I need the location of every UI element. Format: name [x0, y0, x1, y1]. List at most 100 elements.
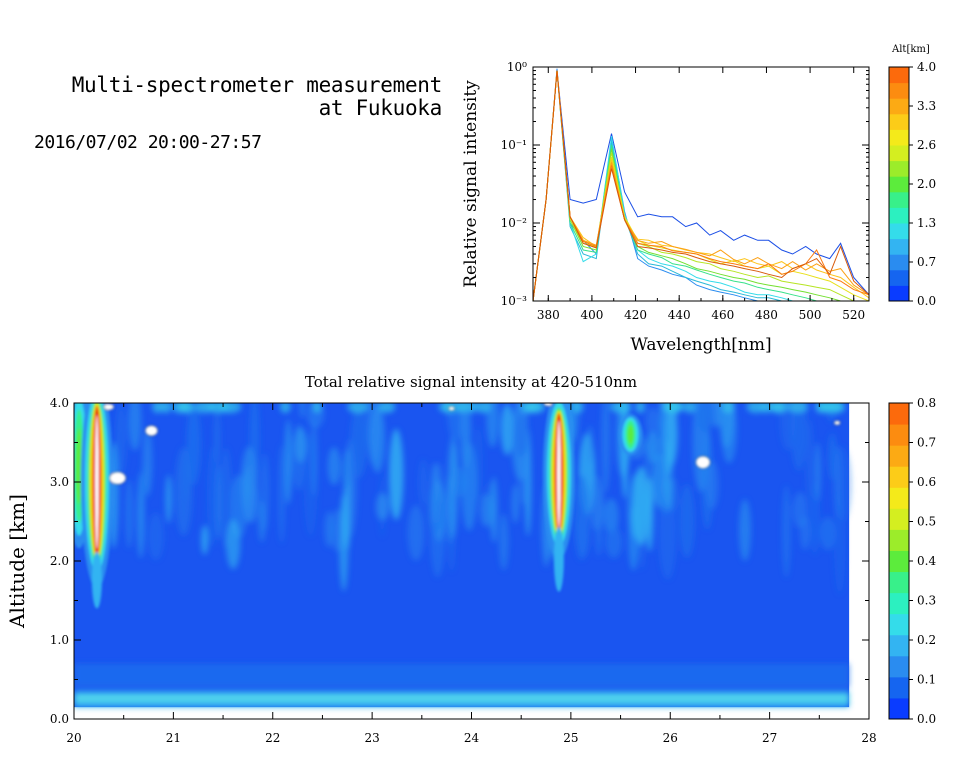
- altitude-colorbar-tick-label-1: 0.7: [917, 255, 936, 269]
- upper-streak: [739, 499, 751, 561]
- upper-streak: [486, 403, 499, 448]
- feature-2-layer-6: [557, 420, 561, 528]
- altitude-colorbar-swatch-2: [889, 254, 909, 271]
- title-block: Multi-spectrometer measurement at Fukuok…: [12, 74, 442, 154]
- intensity-colorbar-tick-label-0: 0.0: [917, 712, 936, 726]
- altitude-colorbar-tick-label-6: 4.0: [917, 60, 936, 74]
- intensity-colorbar-swatch-11: [889, 466, 909, 488]
- spectrum-xlabel: Wavelength[nm]: [630, 335, 771, 355]
- intensity-colorbar-tick-label-5: 0.5: [917, 515, 936, 529]
- spectrum-series-10: [533, 70, 869, 301]
- altitude-colorbar-swatch-13: [889, 82, 909, 99]
- heatmap-xtick-label-5: 25: [563, 731, 578, 745]
- heatmap-field: [74, 403, 852, 708]
- upper-streak: [214, 410, 221, 466]
- altitude-colorbar-label: Alt[km]: [891, 44, 930, 55]
- spectrum-xtick-label-7: 520: [842, 308, 865, 322]
- saturated-blob-6: [833, 420, 841, 426]
- top-streak: [772, 403, 784, 413]
- heatmap-ytick-label-4: 4.0: [50, 396, 69, 410]
- intensity-colorbar-swatch-4: [889, 613, 909, 636]
- upper-streak: [645, 407, 660, 437]
- upper-streak: [588, 475, 605, 531]
- altitude-colorbar-swatch-9: [889, 145, 909, 162]
- upper-streak: [587, 425, 594, 465]
- altitude-colorbar: Alt[km] 0.0 0.7 1.3 2.0 2.6 3.3 4.0: [888, 44, 936, 308]
- top-streak: [312, 403, 322, 413]
- upper-streak: [407, 505, 425, 561]
- upper-streak: [514, 414, 529, 458]
- upper-streak: [341, 453, 350, 489]
- upper-streak: [299, 403, 306, 419]
- spectrum-series-0: [533, 70, 869, 301]
- intensity-colorbar-tick-label-6: 0.6: [917, 475, 936, 489]
- spectrum-xtick-label-3: 440: [668, 308, 691, 322]
- altitude-colorbar-swatch-10: [889, 129, 909, 146]
- intensity-colorbar-swatch-13: [889, 424, 909, 446]
- upper-streak: [447, 435, 459, 539]
- top-streak: [829, 403, 846, 413]
- top-streak: [818, 403, 831, 413]
- top-streak: [279, 403, 291, 413]
- intensity-colorbar-tick-label-2: 0.2: [917, 633, 936, 647]
- intensity-colorbar-tick-label-7: 0.7: [917, 436, 936, 450]
- top-streak: [177, 403, 195, 413]
- upper-streak: [805, 419, 814, 502]
- altitude-colorbar-ticks: 0.0 0.7 1.3 2.0 2.6 3.3 4.0: [909, 60, 936, 308]
- altitude-colorbar-swatch-7: [889, 176, 909, 193]
- heatmap-features: [74, 403, 841, 609]
- intensity-colorbar: 0.0 0.1 0.2 0.3 0.4 0.5 0.6 0.7 0.8: [888, 396, 936, 726]
- altitude-colorbar-swatch-1: [889, 269, 909, 286]
- upper-streak: [418, 459, 428, 507]
- upper-streak: [603, 498, 619, 535]
- spectrum-ytick-label-3: 10⁰: [507, 60, 527, 74]
- spectrum-series-4: [533, 70, 869, 301]
- spectrum-ytick-label-0: 10⁻³: [501, 294, 528, 308]
- upper-streak: [500, 403, 514, 456]
- spectrum-series-3: [533, 70, 869, 301]
- altitude-colorbar-tick-label-4: 2.6: [917, 138, 936, 152]
- spectrum-ytick-label-2: 10⁻¹: [501, 138, 527, 152]
- altitude-colorbar-swatches: [889, 67, 909, 302]
- spectrum-ytick-label-1: 10⁻²: [501, 216, 528, 230]
- altitude-colorbar-tick-label-3: 2.0: [917, 177, 936, 191]
- intensity-colorbar-swatch-3: [889, 634, 909, 657]
- upper-streak: [431, 462, 438, 525]
- saturated-blob-0: [145, 425, 158, 437]
- intensity-colorbar-swatch-0: [889, 697, 909, 720]
- upper-streak: [721, 403, 737, 464]
- upper-streak: [327, 447, 341, 486]
- top-streak: [572, 403, 584, 413]
- spectrum-series-2: [533, 70, 869, 301]
- spectrum-series-1: [533, 68, 869, 301]
- spectrum-series-group: [533, 68, 869, 301]
- intensity-colorbar-swatch-10: [889, 487, 909, 509]
- upper-streak: [240, 446, 258, 523]
- upper-streak: [125, 479, 134, 549]
- top-streak: [722, 403, 735, 413]
- spectrum-series-6: [533, 70, 869, 301]
- upper-streak: [479, 493, 492, 527]
- upper-streak: [705, 461, 719, 510]
- intensity-colorbar-swatch-1: [889, 676, 909, 699]
- heatmap-title: Total relative signal intensity at 420-5…: [305, 373, 637, 391]
- feature-3-layer-3: [627, 425, 634, 445]
- feature-1-layer-6: [95, 414, 99, 550]
- low-layer-band-bright: [74, 695, 850, 702]
- heatmap-xtick-label-6: 26: [663, 731, 678, 745]
- altitude-colorbar-swatch-14: [889, 67, 909, 84]
- upper-streak: [814, 442, 821, 502]
- spectrum-ticks: 380 400 420 440 460 480 500 520 10⁻³ 10⁻² 10⁻¹ 10⁰: [501, 60, 869, 322]
- spectrum-series-5: [533, 70, 869, 301]
- top-streak: [218, 403, 242, 413]
- intensity-colorbar-ticks: 0.0 0.1 0.2 0.3 0.4 0.5 0.6 0.7 0.8: [909, 396, 936, 726]
- altitude-colorbar-tick-label-2: 1.3: [917, 216, 936, 230]
- top-streak: [787, 403, 809, 413]
- top-streak: [456, 403, 468, 413]
- upper-streak: [226, 519, 241, 570]
- heatmap-xtick-label-2: 22: [265, 731, 280, 745]
- upper-streak: [573, 475, 590, 561]
- top-streak: [663, 403, 684, 413]
- upper-streak: [627, 473, 645, 540]
